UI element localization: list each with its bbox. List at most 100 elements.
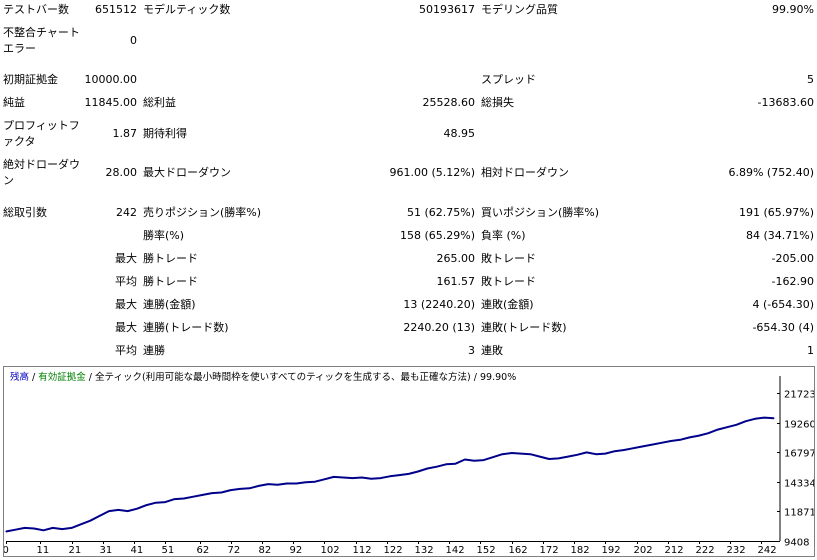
balance-point <box>361 476 363 479</box>
win-pct-value: 158 (65.29%) <box>399 229 475 242</box>
balance-point <box>557 457 560 459</box>
x-tick-label: 62 <box>197 545 210 556</box>
legend-equity: 有効証拠金 <box>38 371 86 383</box>
x-tick-label: 92 <box>290 545 303 556</box>
balance-point <box>174 498 176 500</box>
balance-point <box>483 459 485 461</box>
y-tick-label: 14334 <box>784 479 814 490</box>
balance-point <box>14 529 16 531</box>
x-tick-label: 232 <box>727 545 746 556</box>
x-tick-label: 162 <box>509 545 528 556</box>
x-tick-label: 172 <box>540 545 559 556</box>
cons-losses-money-label: 連敗(金額) <box>481 298 534 311</box>
max-loss-value: -205.00 <box>771 252 814 265</box>
balance-point <box>717 429 719 431</box>
ticks-label: モデルティック数 <box>143 3 231 16</box>
avg-cons-wins-value: 3 <box>468 344 475 357</box>
max-win-value: 265.00 <box>436 252 476 265</box>
x-tick-label: 152 <box>477 545 496 556</box>
balance-point <box>286 482 288 485</box>
balance-point <box>623 449 625 451</box>
balance-point <box>763 417 766 419</box>
abs-drawdown-label: 絶対ドローダウン <box>3 158 80 187</box>
legend-sep-2: / <box>86 372 95 383</box>
balance-point <box>145 504 148 506</box>
quality-value: 99.90% <box>772 3 814 16</box>
balance-point <box>258 485 260 487</box>
spread-value: 5 <box>807 73 814 86</box>
balance-point <box>314 481 316 483</box>
mismatch-value: 0 <box>130 34 137 47</box>
balance-point <box>99 515 101 517</box>
bars-label: テストバー数 <box>3 3 69 16</box>
balance-point <box>754 418 756 420</box>
x-tick-label: 11 <box>37 545 50 556</box>
legend-quality: 99.90% <box>480 372 516 383</box>
profit-factor-value: 1.87 <box>112 127 138 140</box>
legend-sep-3: / <box>471 372 480 383</box>
balance-point <box>61 528 63 530</box>
deposit-value: 10000.00 <box>84 73 138 86</box>
max-drawdown-value: 961.00 (5.12%) <box>389 166 475 179</box>
y-tick-label: 11871 <box>784 508 814 519</box>
y-tick-label: 19260 <box>784 420 814 431</box>
x-tick-label: 222 <box>696 545 715 556</box>
balance-point <box>436 466 438 468</box>
gross-loss-value: -13683.60 <box>757 96 814 109</box>
balance-point <box>473 460 475 462</box>
max3-row-label: 最大 <box>115 321 137 334</box>
cons-loss-label: 連敗(トレード数) <box>481 321 567 334</box>
balance-point <box>42 529 45 531</box>
x-tick-label: 142 <box>446 545 465 556</box>
max-win-label: 勝トレード <box>143 252 198 265</box>
balance-point <box>567 456 569 458</box>
balance-point <box>80 523 82 525</box>
cons-wins-money-value: 13 (2240.20) <box>403 298 475 311</box>
balance-point <box>33 527 35 530</box>
max2-row-label: 最大 <box>115 298 137 311</box>
balance-chart: 残高 / 有効証拠金 / 全ティック(利用可能な最小時間枠を使いすべてのティック… <box>3 366 815 557</box>
net-value: 11845.00 <box>84 96 138 109</box>
balance-point <box>614 450 616 452</box>
balance-point <box>689 436 691 438</box>
short-positions-label: 売りポジション(勝率%) <box>143 206 262 219</box>
short-positions-value: 51 (62.75%) <box>406 206 475 219</box>
avg-row-label: 平均 <box>115 275 137 288</box>
x-tick-label: 0 <box>4 545 9 556</box>
balance-point <box>586 451 588 453</box>
rel-drawdown-label: 相対ドローダウン <box>481 166 569 179</box>
mismatch-label: 不整合チャートエラー <box>3 26 80 55</box>
balance-point <box>333 476 335 478</box>
loss-pct-value: 84 (34.71%) <box>745 229 814 242</box>
balance-point <box>389 475 391 477</box>
balance-point <box>651 444 653 446</box>
balance-point <box>773 417 775 419</box>
balance-point <box>492 456 494 458</box>
balance-point <box>295 482 297 485</box>
gross-profit-label: 総利益 <box>143 96 176 109</box>
loss-pct-label: 負率 (%) <box>481 229 526 242</box>
avg-loss-label: 敗トレード <box>481 275 536 288</box>
balance-point <box>679 439 681 441</box>
legend-balance: 残高 <box>10 371 29 383</box>
cons-losses-money-value: 4 (-654.30) <box>752 298 814 311</box>
balance-point <box>155 502 157 504</box>
balance-point <box>642 445 644 447</box>
legend-sep-1: / <box>29 372 38 383</box>
x-tick-label: 182 <box>571 545 590 556</box>
balance-point <box>239 488 241 490</box>
balance-point <box>726 426 728 428</box>
balance-point <box>89 520 91 522</box>
balance-line <box>5 416 774 533</box>
balance-point <box>24 527 26 529</box>
balance-point <box>501 453 503 455</box>
cons-profit-label: 連勝(トレード数) <box>143 321 229 334</box>
x-tick-label: 242 <box>758 545 777 556</box>
x-tick-label: 72 <box>228 545 241 556</box>
long-positions-value: 191 (65.97%) <box>738 206 814 219</box>
balance-point <box>71 527 73 529</box>
quality-label: モデリング品質 <box>481 3 558 16</box>
balance-point <box>529 453 532 455</box>
balance-point <box>660 442 663 444</box>
balance-point <box>408 473 410 475</box>
